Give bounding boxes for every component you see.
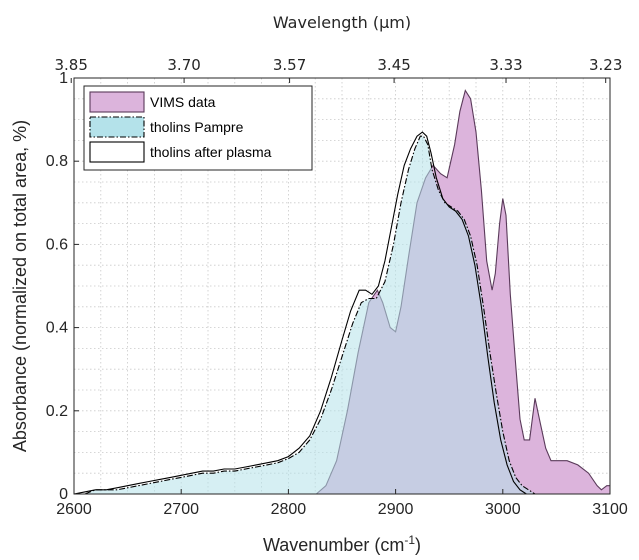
x-axis-title-end: ) xyxy=(415,535,421,555)
y-axis-title: Absorbance (normalized on total area, %) xyxy=(10,120,30,452)
legend-label-tholins-pampre: tholins Pampre xyxy=(150,119,244,135)
x-tick-label: 2700 xyxy=(163,501,199,518)
legend: VIMS data tholins Pampre tholins after pla… xyxy=(83,85,313,171)
y-tick-label: 0.6 xyxy=(46,236,68,253)
y-tick-label: 0 xyxy=(59,486,68,503)
x-axis-title-main: Wavenumber (cm xyxy=(263,535,404,555)
x-axis-title: Wavenumber (cm-1) xyxy=(263,533,421,555)
y-tick-label: 0.4 xyxy=(46,320,68,337)
top-tick-label: 3.33 xyxy=(489,56,522,74)
x-tick-label: 2600 xyxy=(56,501,92,518)
x-tick-label: 3100 xyxy=(592,501,628,518)
tick-marks xyxy=(70,77,611,495)
legend-swatch-tholins-after-plasma xyxy=(89,141,145,163)
axes xyxy=(73,77,611,495)
top-tick-label: 3.23 xyxy=(589,56,622,74)
legend-swatch-tholins-pampre xyxy=(89,116,145,138)
series-area xyxy=(73,89,610,495)
plot-frame xyxy=(73,77,611,495)
x-axis-title-superscript: -1 xyxy=(404,533,415,547)
y-tick-label: 0.2 xyxy=(46,403,68,420)
tick-labels: 2600 2700 2800 2900 3000 310000.20.40.60.813.… xyxy=(46,56,628,518)
top-tick-label: 3.45 xyxy=(377,56,410,74)
top-tick-label: 3.85 xyxy=(55,56,88,74)
series-line-tholins-pampre xyxy=(74,135,536,495)
x-tick-label: 3000 xyxy=(485,501,521,518)
top-axis-title: Wavelength (µm) xyxy=(273,13,411,32)
y-tick-label: 0.8 xyxy=(46,153,68,170)
legend-label-tholins-after-plasma: tholins after plasma xyxy=(150,144,272,160)
x-tick-label: 2900 xyxy=(378,501,414,518)
y-tick-label: 1 xyxy=(59,70,68,87)
x-tick-label: 2800 xyxy=(271,501,307,518)
series-line-tholins-after-plasma xyxy=(73,131,527,495)
top-tick-label: 3.57 xyxy=(273,56,306,74)
legend-swatch-vims-data xyxy=(89,91,145,113)
top-tick-label: 3.70 xyxy=(167,56,200,74)
legend-label-vims-data: VIMS data xyxy=(150,94,216,110)
series-fill-tholins-pampre xyxy=(74,136,535,494)
